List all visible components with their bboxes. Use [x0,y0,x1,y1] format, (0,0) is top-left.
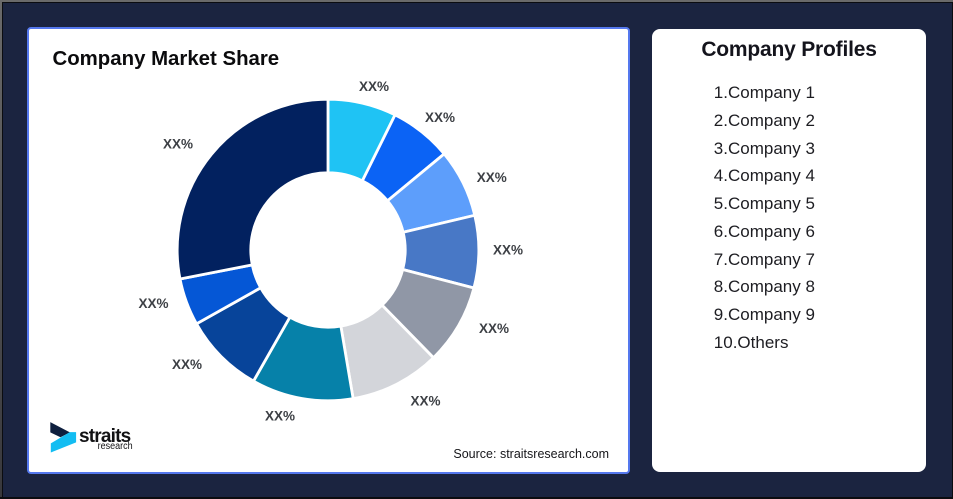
svg-text:XX%: XX% [163,136,193,151]
svg-text:XX%: XX% [410,394,440,409]
svg-text:XX%: XX% [265,408,295,423]
svg-text:XX%: XX% [493,242,523,257]
svg-text:XX%: XX% [359,79,389,94]
svg-text:XX%: XX% [425,110,455,125]
svg-text:XX%: XX% [138,296,168,311]
svg-text:XX%: XX% [172,357,202,372]
svg-text:XX%: XX% [479,321,509,336]
svg-text:XX%: XX% [477,170,507,185]
